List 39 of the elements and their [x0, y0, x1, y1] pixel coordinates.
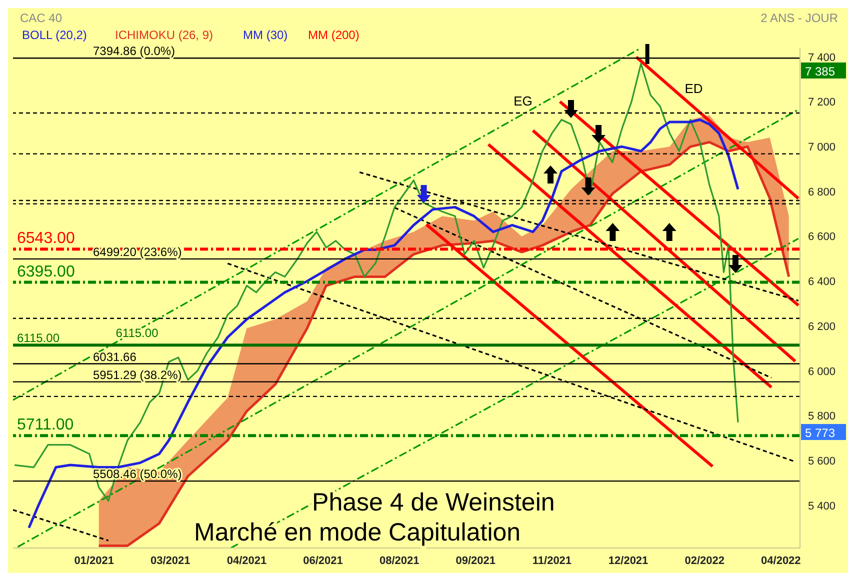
- chart-title: CAC 40: [20, 11, 62, 25]
- ref-line-label: 6031.66: [93, 350, 137, 364]
- y-tick-label: 6 400: [808, 276, 836, 288]
- x-tick-label: 02/2022: [684, 554, 724, 567]
- x-tick-label: 12/2021: [608, 554, 648, 567]
- annotation: Marché en mode Capitulation: [194, 518, 521, 546]
- x-tick-label: 01/2021: [74, 554, 114, 567]
- y-tick-label: 6 600: [808, 231, 836, 244]
- y-tick-label: 6 000: [808, 366, 836, 378]
- text: 5 773: [805, 426, 836, 440]
- x-tick-label: 09/2021: [456, 554, 496, 567]
- y-tick-label: 5 800: [808, 410, 836, 423]
- text: ICHIMOKU (26, 9): [115, 28, 214, 42]
- annotation: EG: [514, 94, 532, 108]
- y-tick-label: 5 400: [808, 500, 836, 512]
- x-tick-label: 03/2021: [150, 554, 190, 567]
- ref-line-label: 6543.00: [17, 230, 75, 248]
- x-tick-label: 08/2021: [379, 554, 420, 567]
- annotation: ED: [684, 81, 703, 96]
- annotation: Phase 4 de Weinstein: [312, 488, 555, 516]
- ref-line-label: 5711.00: [17, 416, 74, 434]
- x-tick-label: 06/2021: [303, 554, 343, 567]
- text: MM (200): [308, 28, 360, 42]
- x-tick-label: 11/2021: [532, 554, 572, 567]
- y-tick-label: 7 200: [808, 96, 836, 109]
- y-tick-label: 7 000: [808, 142, 836, 154]
- y-tick-label: 6 800: [808, 186, 836, 198]
- x-tick-label: 04/2021: [226, 554, 267, 567]
- ref-line-label: 6395.00: [17, 263, 75, 280]
- text: BOLL (20,2): [22, 28, 87, 42]
- text: MM (30): [243, 28, 288, 42]
- text: 7 385: [805, 64, 836, 78]
- y-tick-label: 6 200: [808, 320, 836, 333]
- ref-line-label: 6115.00: [17, 331, 60, 346]
- ref-line-label: 7394.86 (0.0%): [93, 44, 176, 58]
- chart-subtitle: 2 ANS - JOUR: [760, 11, 838, 25]
- y-tick-label: 5 600: [808, 455, 836, 468]
- x-tick-label: 04/2022: [761, 554, 801, 567]
- y-tick-label: 7 400: [808, 52, 836, 64]
